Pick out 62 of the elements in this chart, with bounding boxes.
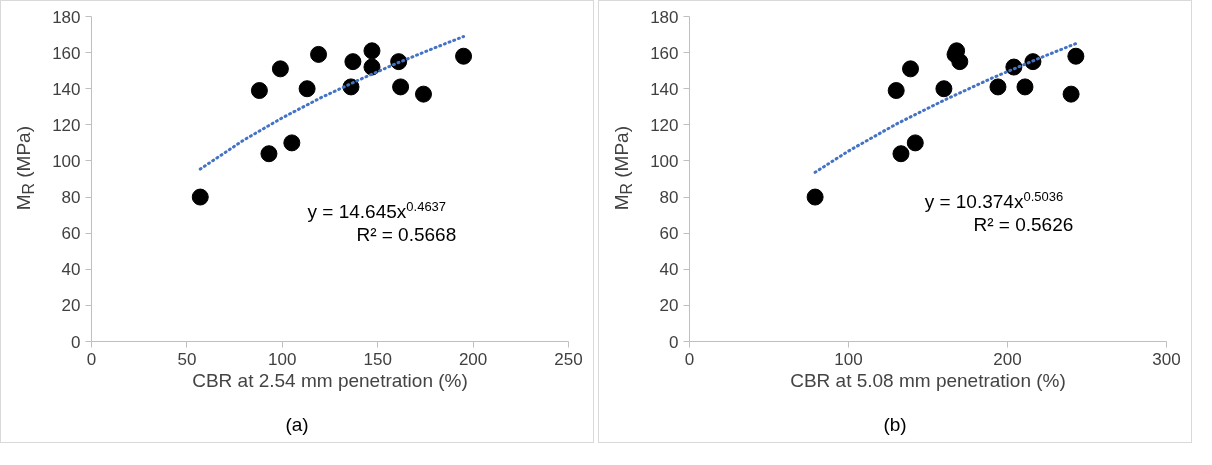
point	[455, 47, 473, 65]
line-series	[198, 35, 466, 171]
point	[310, 45, 328, 63]
x-tick-label: 150	[363, 349, 392, 369]
annotation: R² = 0.5626	[973, 214, 1074, 235]
y-tick-label: 0	[669, 332, 679, 352]
point	[1067, 47, 1085, 65]
x-tick-label: 200	[993, 349, 1022, 369]
x-tick-label: 300	[1152, 349, 1181, 369]
point	[363, 58, 381, 76]
point	[392, 78, 410, 96]
point	[906, 134, 924, 152]
y-tick-label: 40	[659, 260, 679, 280]
point	[989, 78, 1007, 96]
y-tick-label: 80	[659, 188, 679, 208]
point	[271, 60, 289, 78]
x-axis-title: CBR at 5.08 mm penetration (%)	[790, 369, 1066, 391]
x-tick-label: 0	[86, 349, 97, 369]
text: (b)	[883, 413, 907, 437]
point	[344, 53, 362, 71]
y-tick-label: 60	[61, 224, 81, 244]
y-tick-label: 120	[650, 115, 679, 135]
point	[887, 82, 905, 100]
y-tick-label: 120	[52, 115, 81, 135]
point	[935, 80, 953, 98]
point	[298, 80, 316, 98]
y-tick-label: 0	[71, 332, 81, 352]
y-tick-label: 60	[659, 224, 679, 244]
point	[1016, 78, 1034, 96]
point	[951, 53, 969, 71]
x-tick-label: 100	[268, 349, 297, 369]
point	[250, 82, 268, 100]
point	[806, 188, 824, 206]
line-series	[813, 42, 1078, 174]
y-tick-label: 140	[650, 79, 679, 99]
text: (a)	[285, 413, 309, 437]
annotation: R² = 0.5668	[356, 223, 457, 245]
y-tick-label: 160	[650, 43, 679, 63]
point	[1062, 85, 1080, 103]
point	[892, 145, 910, 163]
x-tick-label: 50	[177, 349, 197, 369]
x-axis-title: CBR at 2.54 mm penetration (%)	[192, 369, 468, 391]
x-tick-label: 100	[834, 349, 863, 369]
x-tick-label: 0	[684, 349, 695, 369]
y-tick-label: 40	[61, 260, 81, 280]
point	[283, 134, 301, 152]
x-tick-label: 200	[458, 349, 488, 369]
y-tick-label: 100	[650, 151, 679, 171]
point	[902, 60, 920, 78]
y-tick-label: 180	[650, 7, 679, 27]
y-tick-label: 20	[61, 296, 81, 316]
point	[414, 85, 432, 103]
point	[191, 188, 209, 206]
x-tick-label: 250	[554, 349, 583, 369]
y-tick-label: 180	[52, 7, 81, 27]
y-tick-label: 160	[52, 43, 81, 63]
y-tick-label: 80	[61, 188, 81, 208]
y-tick-label: 20	[659, 296, 679, 316]
point	[260, 145, 278, 163]
y-tick-label: 100	[52, 151, 81, 171]
y-tick-label: 140	[52, 79, 81, 99]
point	[363, 42, 381, 60]
